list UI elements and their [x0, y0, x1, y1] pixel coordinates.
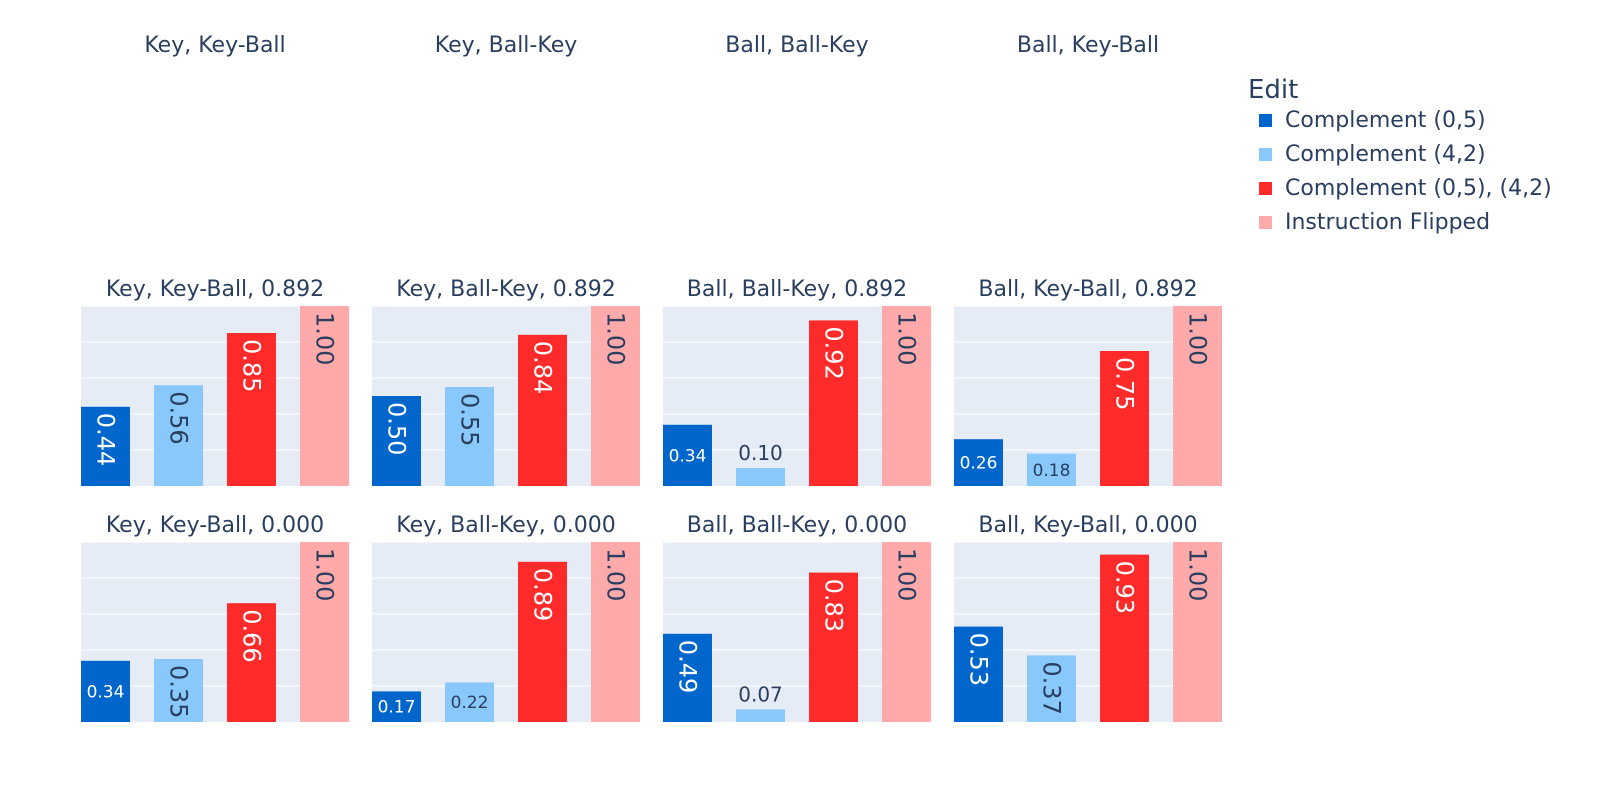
bar: [300, 306, 349, 486]
bar: [227, 333, 276, 486]
bar: [1100, 351, 1149, 486]
panel: Ball, Ball-Key, 0.892 0.34 0.10 0.92 1.00: [663, 277, 931, 486]
panel-title: Key, Key-Ball, 0.892: [106, 277, 324, 302]
data-label: 0.22: [451, 693, 489, 713]
data-label: 1.00: [893, 548, 921, 601]
data-label: 0.66: [238, 609, 266, 662]
panel: Key, Key-Ball, 0.000 0.34 0.35 0.66 1.00: [81, 513, 349, 722]
data-label: 1.00: [311, 548, 339, 601]
bar: [663, 424, 712, 486]
legend-swatch: [1259, 148, 1272, 161]
data-label: 0.18: [1033, 461, 1071, 481]
legend-label: Complement (4,2): [1285, 142, 1486, 167]
legend-label: Instruction Flipped: [1285, 210, 1490, 235]
panel-title: Ball, Key-Ball, 0.000: [978, 513, 1197, 538]
data-label: 1.00: [311, 312, 339, 365]
panel-title: Key, Ball-Key, 0.892: [396, 277, 615, 302]
column-title: Ball, Ball-Key: [725, 33, 868, 58]
data-label: 0.85: [238, 339, 266, 392]
bar: [1027, 453, 1076, 486]
data-label: 0.89: [529, 568, 557, 621]
data-label: 0.83: [820, 579, 848, 632]
panel: Key, Ball-Key, 0.000 0.17 0.22 0.89 1.00: [372, 513, 640, 722]
bar: [954, 439, 1003, 486]
data-label: 0.56: [165, 391, 193, 444]
bar: [1173, 306, 1222, 486]
column-title: Ball, Key-Ball: [1017, 33, 1159, 58]
bar: [809, 320, 858, 486]
bar: [300, 542, 349, 722]
bar: [227, 603, 276, 722]
panel: Key, Key-Ball, 0.892 0.44 0.56 0.85 1.00: [81, 277, 349, 486]
bar: [81, 406, 130, 486]
data-label: 1.00: [1184, 548, 1212, 601]
data-label: 1.00: [893, 312, 921, 365]
legend-title: Edit: [1248, 75, 1298, 105]
legend: Edit Complement (0,5) Complement (4,2) Com…: [1248, 75, 1552, 235]
bar: [591, 542, 640, 722]
panel: Ball, Key-Ball, 0.892 0.26 0.18 0.75 1.00: [954, 277, 1222, 486]
bar: [882, 542, 931, 722]
bar: [954, 626, 1003, 722]
legend-label: Complement (0,5): [1285, 108, 1486, 133]
data-label: 0.10: [738, 441, 783, 465]
panel-title: Ball, Key-Ball, 0.892: [978, 277, 1197, 302]
legend-swatch: [1259, 182, 1272, 195]
bar: [445, 682, 494, 722]
panel: Key, Ball-Key, 0.892 0.50 0.55 0.84 1.00: [372, 277, 640, 486]
column-title: Key, Ball-Key: [435, 33, 578, 58]
bar: [518, 561, 567, 722]
data-label: 0.55: [456, 393, 484, 446]
data-label: 0.34: [87, 682, 125, 702]
data-label: 0.34: [669, 446, 707, 466]
bar: [518, 334, 567, 486]
data-label: 0.50: [383, 402, 411, 455]
data-label: 0.37: [1038, 661, 1066, 714]
bar: [1027, 655, 1076, 722]
panel-title: Ball, Ball-Key, 0.892: [687, 277, 907, 302]
legend-label: Complement (0,5), (4,2): [1285, 176, 1552, 201]
bar: [882, 306, 931, 486]
legend-swatch: [1259, 216, 1272, 229]
data-label: 1.00: [602, 548, 630, 601]
data-label: 0.92: [820, 326, 848, 379]
bar: [736, 468, 785, 486]
data-label: 0.17: [378, 698, 416, 718]
data-label: 1.00: [1184, 312, 1212, 365]
data-label: 0.35: [165, 665, 193, 718]
data-label: 0.53: [965, 633, 993, 686]
data-label: 1.00: [602, 312, 630, 365]
column-title: Key, Key-Ball: [144, 33, 285, 58]
data-label: 0.44: [92, 413, 120, 466]
panel: Ball, Key-Ball, 0.000 0.53 0.37 0.93 1.00: [954, 513, 1222, 722]
bar: [372, 396, 421, 486]
bar: [1173, 542, 1222, 722]
data-label: 0.07: [738, 682, 783, 706]
bar: [591, 306, 640, 486]
data-label: 0.93: [1111, 561, 1139, 614]
column-titles: Key, Key-Ball Key, Ball-Key Ball, Ball-K…: [144, 33, 1159, 58]
bar: [372, 691, 421, 722]
bar: [736, 709, 785, 722]
bar: [81, 660, 130, 722]
data-label: 0.26: [960, 454, 998, 474]
bar: [809, 572, 858, 722]
panel-title: Ball, Ball-Key, 0.000: [687, 513, 907, 538]
bar: [663, 633, 712, 722]
panel: Ball, Ball-Key, 0.000 0.49 0.07 0.83 1.00: [663, 513, 931, 722]
panel-title: Key, Key-Ball, 0.000: [106, 513, 324, 538]
data-label: 0.84: [529, 341, 557, 394]
data-label: 0.75: [1111, 357, 1139, 410]
panel-title: Key, Ball-Key, 0.000: [396, 513, 615, 538]
bar: [154, 385, 203, 486]
bar: [445, 387, 494, 486]
data-label: 0.49: [674, 640, 702, 693]
bar: [1100, 554, 1149, 722]
legend-swatch: [1259, 114, 1272, 127]
bar: [154, 659, 203, 722]
